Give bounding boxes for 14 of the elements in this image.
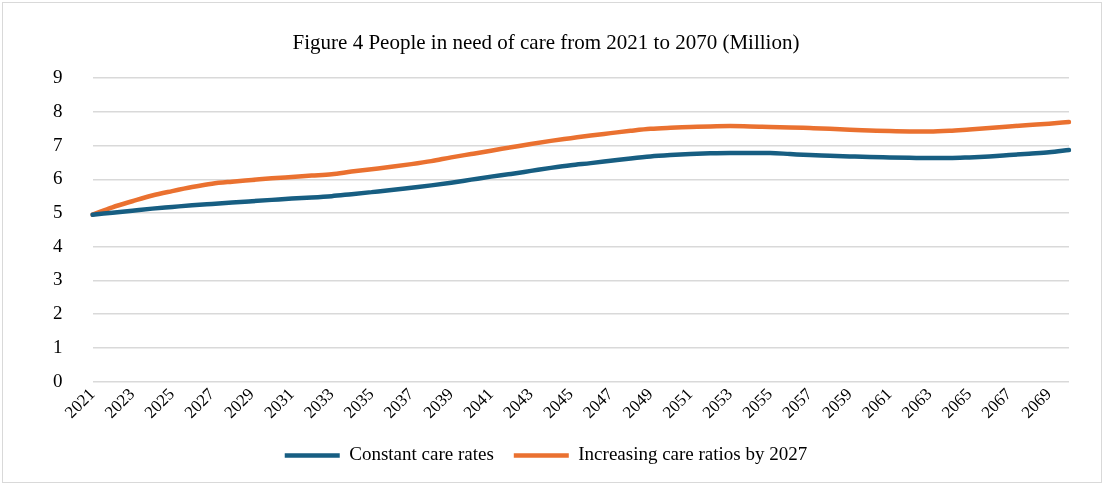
y-tick-label: 4 (53, 234, 63, 256)
legend-label: Constant care rates (349, 443, 494, 465)
y-tick-label: 1 (53, 335, 63, 357)
y-tick-label: 5 (53, 201, 63, 222)
y-tick-label: 2 (53, 302, 63, 324)
chart-title: Figure 4 People in need of care from 2021 to 2070 (Million) (292, 30, 800, 55)
y-tick-label: 3 (53, 268, 63, 290)
y-tick-label: 6 (53, 167, 63, 189)
y-tick-label: 9 (53, 66, 63, 88)
legend-label: Increasing care ratios by 2027 (578, 443, 808, 465)
y-tick-label: 0 (53, 369, 63, 391)
y-tick-label: 8 (53, 99, 63, 121)
y-tick-label: 7 (53, 133, 63, 155)
line-series (90, 147, 1072, 217)
